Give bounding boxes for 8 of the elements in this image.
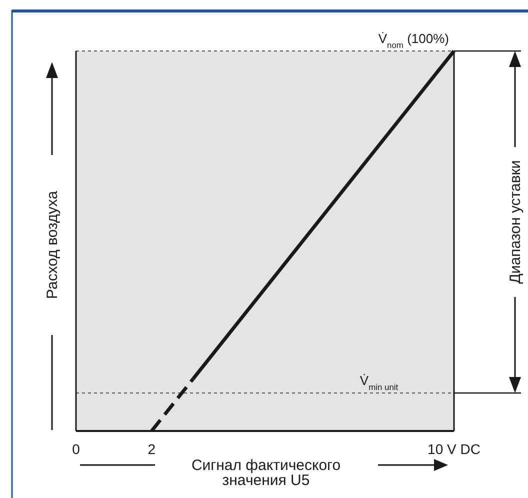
y-axis-title: Расход воздуха (44, 190, 61, 300)
ref-line-label: V̇$_{nom}$ (100%) (378, 31, 449, 50)
x-tick-label: 10 V DC (428, 441, 480, 457)
text: Диапазон уставки (507, 160, 524, 284)
x-axis-title: Сигнал фактического значения U5 (191, 457, 341, 489)
x-tick-label: 0 (72, 441, 80, 457)
ref-line-label: V̇$_{min unit}$ (360, 373, 399, 392)
x-tick-label: 2 (148, 441, 156, 457)
